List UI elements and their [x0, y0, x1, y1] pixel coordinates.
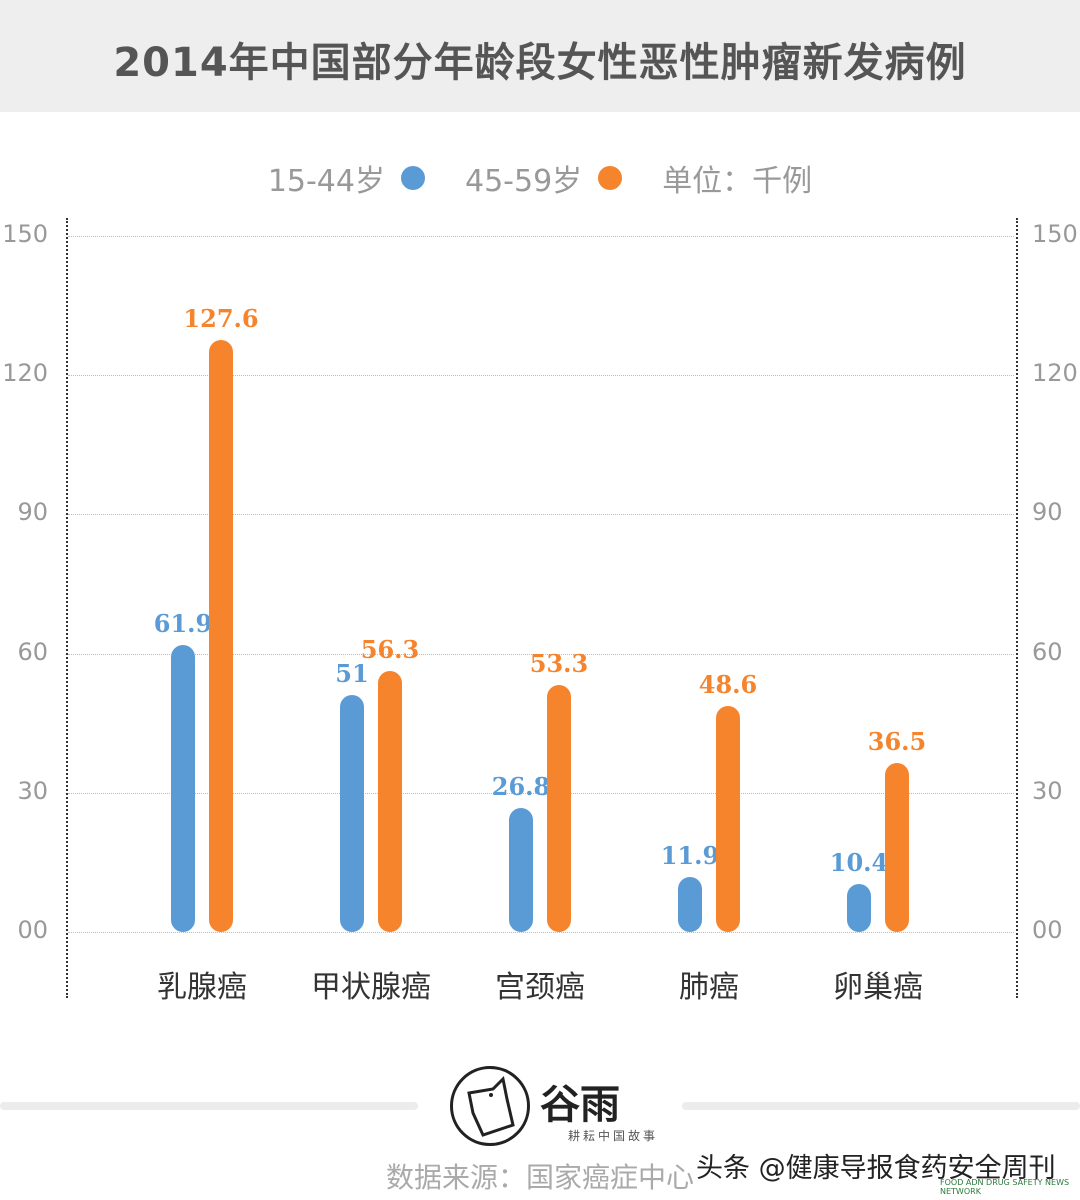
bar-age-15-44 [847, 883, 871, 932]
bar-age-15-44 [509, 807, 533, 932]
gridline [68, 654, 1014, 655]
legend-dot-blue-icon [401, 166, 425, 190]
watermark-en: FOOD ADN DRUG SAFETY NEWS NETWORK [940, 1178, 1070, 1196]
value-label: 127.6 [183, 303, 259, 333]
gridline [68, 236, 1014, 237]
gridline [68, 932, 1014, 933]
bar-age-45-59 [885, 762, 909, 932]
y-tick-right: 120 [1032, 359, 1078, 387]
legend-item-45-59: 45-59岁 [465, 156, 638, 200]
value-label: 11.9 [660, 840, 720, 870]
value-label: 26.8 [491, 771, 551, 801]
chart-title: 2014年中国部分年龄段女性恶性肿瘤新发病例 [113, 40, 967, 86]
right-axis-line [1016, 218, 1018, 998]
category-label: 宫颈癌 [495, 970, 585, 1005]
bird-icon [467, 1075, 515, 1137]
logo-name: 谷雨 [540, 1081, 620, 1128]
category-label: 乳腺癌 [157, 970, 247, 1005]
left-axis-line [66, 218, 68, 998]
watermark: 头条 @健康导报食药安全周刊 [696, 1153, 1056, 1184]
y-tick-left: 150 [2, 220, 48, 248]
unit-label: 单位：千例 [662, 164, 813, 199]
bird-logo-icon [450, 1066, 530, 1146]
bar-age-45-59 [547, 684, 571, 932]
y-tick-left: 120 [2, 359, 48, 387]
y-tick-right: 00 [1032, 916, 1063, 944]
value-label: 10.4 [829, 847, 889, 877]
value-label: 36.5 [867, 726, 927, 756]
gridline [68, 793, 1014, 794]
bar-age-45-59 [378, 670, 402, 932]
y-tick-right: 60 [1032, 638, 1063, 666]
legend-item-15-44: 15-44岁 [268, 156, 441, 200]
logo-tagline: 耕耘中国故事 [568, 1129, 659, 1143]
value-label: 48.6 [698, 670, 758, 700]
y-tick-right: 30 [1032, 777, 1063, 805]
y-tick-right: 150 [1032, 220, 1078, 248]
y-tick-right: 90 [1032, 498, 1063, 526]
legend-unit: 单位：千例 [662, 156, 812, 200]
value-label: 53.3 [529, 648, 589, 678]
category-label: 甲状腺癌 [311, 970, 431, 1005]
bar-age-15-44 [678, 876, 702, 932]
bar-age-45-59 [716, 706, 740, 932]
title-band [0, 0, 1080, 112]
category-label: 肺癌 [679, 970, 739, 1005]
gridline [68, 514, 1014, 515]
footer-divider-right [682, 1102, 1080, 1110]
value-label: 61.9 [153, 608, 213, 638]
legend: 15-44岁 45-59岁 单位：千例 [0, 156, 1080, 200]
gridline [68, 375, 1014, 376]
value-label: 56.3 [360, 634, 420, 664]
bar-age-15-44 [171, 644, 195, 932]
y-tick-left: 00 [17, 916, 48, 944]
y-tick-left: 90 [17, 498, 48, 526]
y-tick-left: 60 [17, 638, 48, 666]
data-source: 数据来源：国家癌症中心 [386, 1161, 695, 1194]
legend-label: 45-59岁 [465, 164, 583, 199]
footer-divider-left [0, 1102, 418, 1110]
bar-age-15-44 [340, 695, 364, 932]
y-tick-left: 30 [17, 777, 48, 805]
category-label: 卵巢癌 [833, 970, 923, 1005]
legend-dot-orange-icon [598, 166, 623, 190]
legend-label: 15-44岁 [267, 164, 385, 199]
bar-chart: 150 120 90 60 30 00 150 120 90 60 30 00 … [2, 218, 1078, 1005]
value-label: 51 [335, 659, 369, 689]
bar-age-45-59 [209, 339, 233, 932]
